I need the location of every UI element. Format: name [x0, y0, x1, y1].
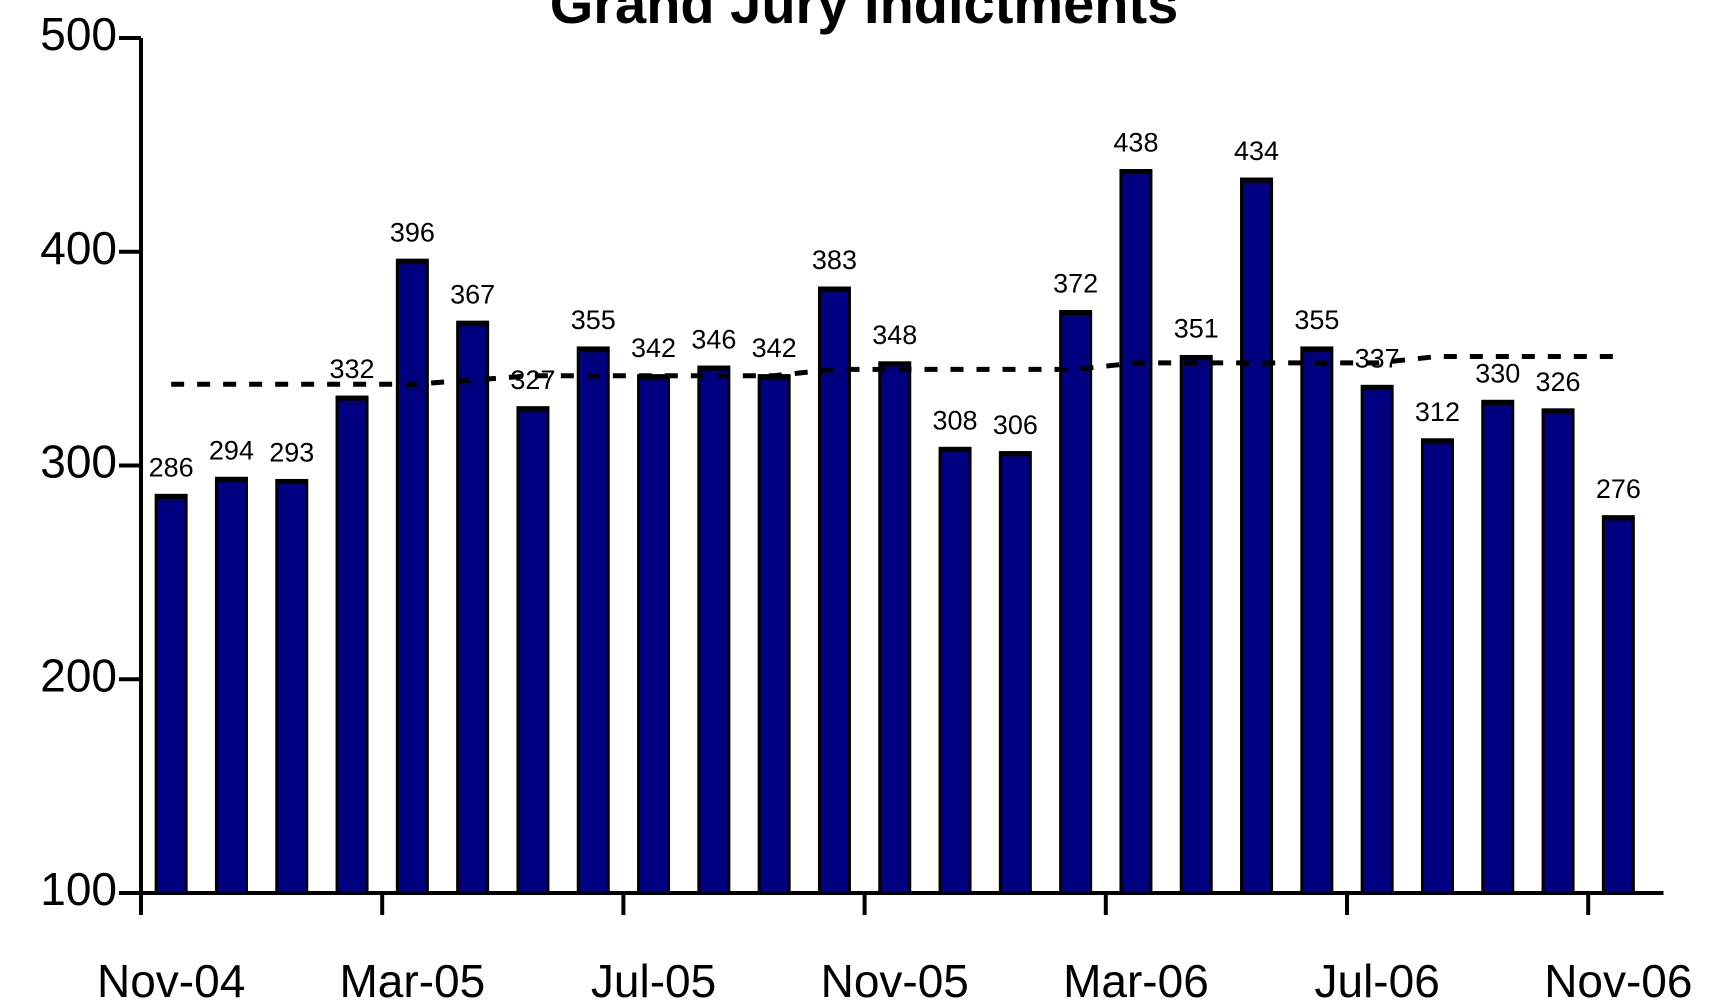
x-tick-label: Jul-06: [1315, 955, 1440, 1007]
value-label: 326: [1536, 367, 1581, 397]
bar: [576, 346, 610, 895]
value-label: 330: [1475, 359, 1520, 389]
value-label: 327: [510, 365, 555, 395]
value-label: 342: [752, 333, 797, 363]
value-label: 346: [691, 324, 736, 354]
value-label: 312: [1415, 397, 1460, 427]
value-label: 294: [209, 435, 254, 465]
bar: [395, 258, 429, 895]
bar: [817, 286, 851, 895]
value-label: 337: [1355, 344, 1400, 374]
value-label: 355: [571, 305, 616, 335]
value-label: 308: [933, 406, 978, 436]
bar: [938, 446, 972, 895]
value-label: 348: [872, 320, 917, 350]
value-label: 355: [1294, 305, 1339, 335]
bar: [1300, 346, 1334, 895]
x-tick-label: Nov-06: [1544, 955, 1692, 1007]
bar: [335, 395, 369, 895]
bar: [1601, 515, 1635, 895]
value-label: 396: [390, 217, 435, 247]
x-tick-label: Jul-05: [591, 955, 716, 1007]
x-tick-label: Mar-06: [1063, 955, 1209, 1007]
bar: [998, 451, 1032, 895]
bar: [275, 478, 309, 895]
bar: [1360, 384, 1394, 895]
value-label: 438: [1113, 128, 1158, 158]
x-tick-label: Mar-05: [339, 955, 485, 1007]
bar: [1119, 169, 1153, 895]
y-tick-label: 300: [40, 436, 117, 488]
bar: [1059, 310, 1093, 895]
bar: [214, 476, 248, 895]
value-label: 293: [269, 438, 314, 468]
chart-title: Grand Jury Indictments: [550, 0, 1179, 35]
value-label: 276: [1596, 474, 1641, 504]
x-tick-label: Nov-05: [821, 955, 969, 1007]
value-label: 372: [1053, 269, 1098, 299]
value-label: 332: [330, 354, 375, 384]
value-label: 367: [450, 279, 495, 309]
y-tick-label: 500: [40, 8, 117, 60]
y-tick-label: 200: [40, 649, 117, 701]
bar: [456, 320, 490, 895]
y-tick-label: 100: [40, 863, 117, 915]
bar: [1541, 408, 1575, 895]
value-label: 342: [631, 333, 676, 363]
bar: [757, 374, 791, 895]
value-label: 286: [149, 453, 194, 483]
value-label: 434: [1234, 136, 1279, 166]
bar: [516, 406, 550, 895]
y-tick-label: 400: [40, 222, 117, 274]
bar: [1420, 438, 1454, 895]
x-tick-label: Nov-04: [97, 955, 245, 1007]
value-label: 383: [812, 245, 857, 275]
bar: [697, 365, 731, 895]
bar: [1481, 399, 1515, 895]
value-label: 351: [1174, 314, 1219, 344]
bar: [154, 493, 188, 895]
value-label: 306: [993, 410, 1038, 440]
bar: [1240, 177, 1274, 895]
bar: [878, 361, 912, 895]
trend-line: [171, 353, 1619, 387]
bar: [1179, 354, 1213, 895]
bar: [637, 374, 671, 895]
